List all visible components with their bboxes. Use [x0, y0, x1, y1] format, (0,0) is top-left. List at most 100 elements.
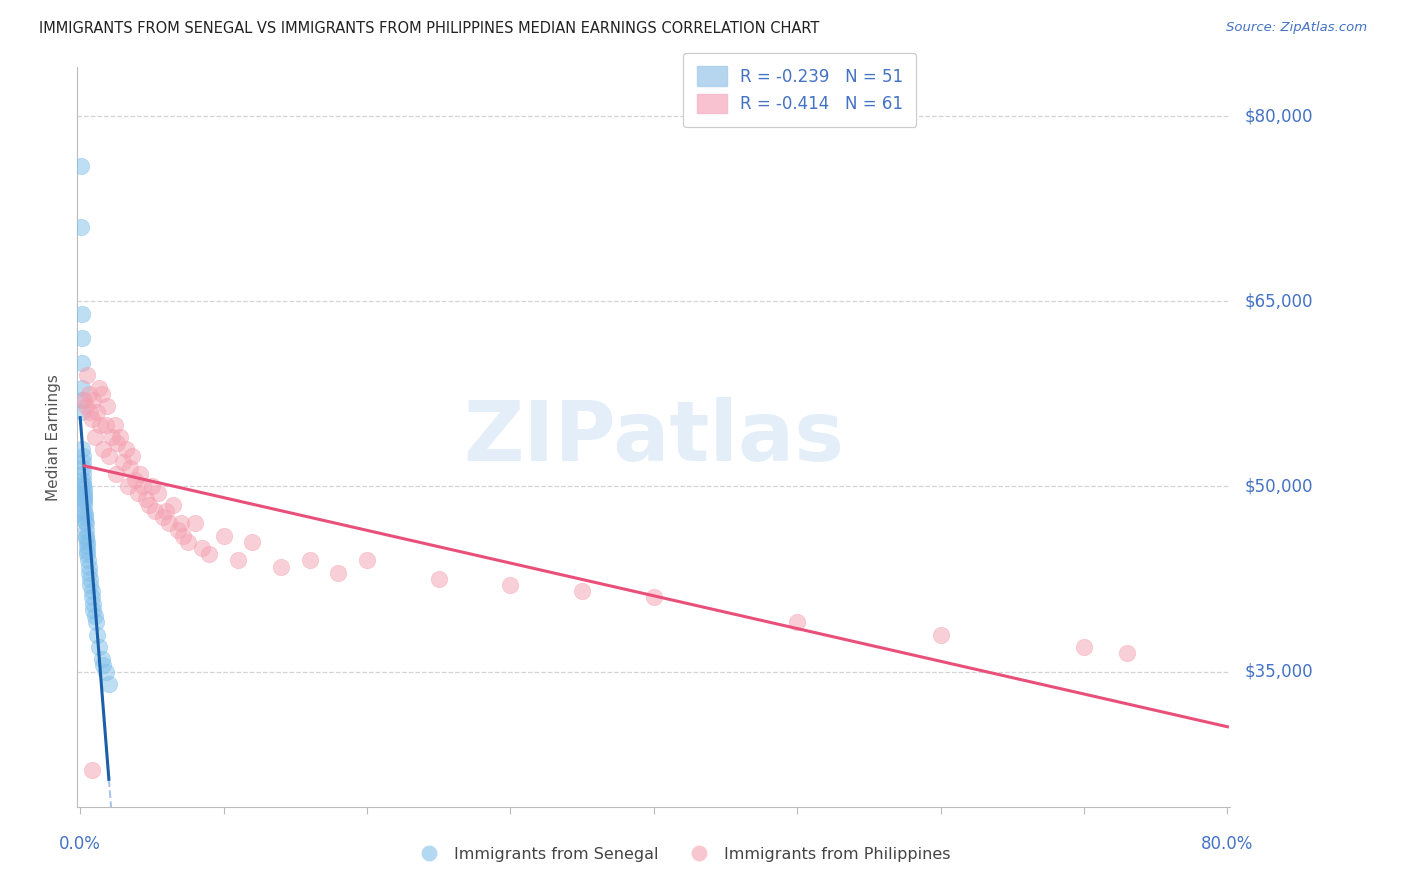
Text: Source: ZipAtlas.com: Source: ZipAtlas.com — [1226, 21, 1367, 35]
Point — [104, 417, 127, 432]
Point — [87, 640, 110, 654]
Point — [72, 405, 94, 419]
Point — [120, 461, 142, 475]
Text: $50,000: $50,000 — [1244, 477, 1313, 495]
Point — [80, 411, 103, 425]
Point — [72, 461, 94, 475]
Point — [73, 498, 96, 512]
Legend: R = -0.239   N = 51, R = -0.414   N = 61: R = -0.239 N = 51, R = -0.414 N = 61 — [683, 53, 917, 127]
Point — [77, 553, 100, 567]
Point — [72, 479, 94, 493]
Point — [129, 467, 152, 482]
Point — [70, 331, 93, 345]
Text: IMMIGRANTS FROM SENEGAL VS IMMIGRANTS FROM PHILIPPINES MEDIAN EARNINGS CORRELATI: IMMIGRANTS FROM SENEGAL VS IMMIGRANTS FR… — [39, 21, 820, 37]
Point — [80, 763, 103, 777]
Point — [121, 449, 143, 463]
Point — [105, 467, 128, 482]
Point — [75, 510, 97, 524]
Point — [138, 498, 160, 512]
Point — [499, 578, 522, 592]
Point — [73, 504, 96, 518]
Point — [90, 652, 112, 666]
Point — [240, 535, 263, 549]
Point — [75, 399, 97, 413]
Point — [80, 584, 103, 599]
Point — [91, 442, 114, 457]
Point — [75, 531, 97, 545]
Point — [91, 658, 114, 673]
Point — [72, 467, 94, 482]
Point — [73, 507, 96, 521]
Point — [94, 417, 117, 432]
Point — [146, 485, 169, 500]
Point — [198, 547, 221, 561]
Point — [76, 368, 98, 383]
Point — [76, 543, 98, 558]
Point — [107, 436, 129, 450]
Point — [166, 523, 188, 537]
Point — [86, 405, 108, 419]
Point — [75, 516, 97, 531]
Text: 80.0%: 80.0% — [1201, 835, 1254, 853]
Point — [112, 455, 135, 469]
Point — [571, 584, 593, 599]
Point — [135, 491, 157, 506]
Y-axis label: Median Earnings: Median Earnings — [46, 374, 62, 500]
Point — [152, 510, 174, 524]
Point — [143, 504, 166, 518]
Point — [191, 541, 214, 555]
Point — [73, 489, 96, 503]
Point — [110, 430, 132, 444]
Point — [79, 572, 101, 586]
Point — [172, 529, 194, 543]
Text: $35,000: $35,000 — [1244, 663, 1313, 681]
Point — [184, 516, 207, 531]
Point — [72, 477, 94, 491]
Point — [786, 615, 808, 630]
Point — [356, 553, 378, 567]
Point — [155, 504, 177, 518]
Legend: Immigrants from Senegal, Immigrants from Philippines: Immigrants from Senegal, Immigrants from… — [406, 840, 957, 868]
Point — [162, 498, 184, 512]
Point — [177, 535, 200, 549]
Point — [82, 603, 104, 617]
Point — [70, 220, 93, 235]
Point — [80, 591, 103, 605]
Point — [117, 479, 139, 493]
Point — [1116, 646, 1139, 660]
Point — [82, 392, 104, 407]
Point — [427, 572, 450, 586]
Point — [70, 159, 93, 173]
Point — [77, 387, 100, 401]
Point — [169, 516, 191, 531]
Text: $80,000: $80,000 — [1244, 107, 1313, 125]
Point — [97, 449, 120, 463]
Point — [82, 597, 104, 611]
Point — [73, 392, 96, 407]
Point — [77, 566, 100, 580]
Point — [90, 387, 112, 401]
Point — [157, 516, 180, 531]
Point — [76, 547, 98, 561]
Point — [76, 539, 98, 553]
Point — [72, 473, 94, 487]
Point — [86, 627, 108, 641]
Point — [298, 553, 321, 567]
Point — [643, 591, 665, 605]
Point — [89, 417, 111, 432]
Point — [73, 485, 96, 500]
Point — [73, 494, 96, 508]
Point — [1073, 640, 1095, 654]
Point — [72, 455, 94, 469]
Point — [270, 559, 292, 574]
Point — [212, 529, 235, 543]
Point — [929, 627, 952, 641]
Point — [226, 553, 249, 567]
Point — [127, 485, 149, 500]
Point — [96, 399, 118, 413]
Point — [100, 430, 122, 444]
Point — [83, 430, 105, 444]
Point — [84, 615, 107, 630]
Text: ZIPatlas: ZIPatlas — [464, 397, 844, 477]
Point — [75, 523, 97, 537]
